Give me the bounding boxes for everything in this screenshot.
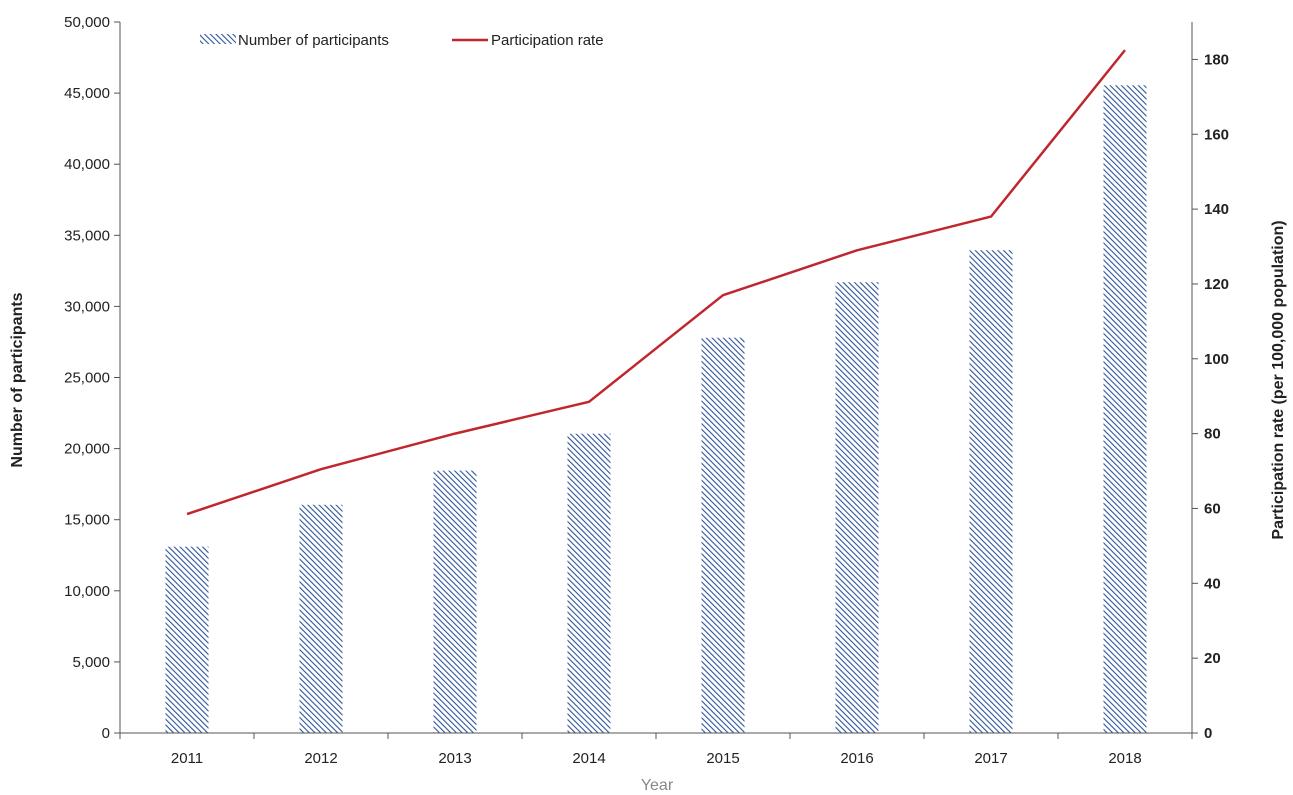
- right-tick-label: 0: [1204, 725, 1212, 742]
- right-tick-label: 140: [1204, 201, 1229, 218]
- right-y-ticks: 0 20 40 60 80 100 120 140 160 180: [1192, 51, 1229, 742]
- x-tick-label: 2015: [706, 750, 739, 767]
- x-tick-label: 2014: [572, 750, 605, 767]
- bar-2014: [567, 433, 611, 733]
- legend-bar-label: Number of participants: [238, 32, 389, 49]
- y-axis-right-title: Participation rate (per 100,000 populati…: [1270, 220, 1287, 539]
- right-tick-label: 180: [1204, 51, 1229, 68]
- bar-2015: [701, 337, 745, 733]
- left-tick-label: 10,000: [64, 583, 110, 600]
- left-tick-label: 20,000: [64, 441, 110, 458]
- bar-2011: [165, 546, 209, 733]
- x-tick-label: 2012: [304, 750, 337, 767]
- right-tick-label: 60: [1204, 500, 1221, 517]
- bar-series: [165, 85, 1147, 734]
- x-tick-label: 2016: [840, 750, 873, 767]
- left-tick-label: 30,000: [64, 298, 110, 315]
- right-tick-label: 120: [1204, 276, 1229, 293]
- left-tick-label: 50,000: [64, 14, 110, 31]
- legend-line-label: Participation rate: [491, 32, 604, 49]
- bar-2016: [835, 282, 879, 733]
- bar-2013: [433, 470, 477, 733]
- right-tick-label: 40: [1204, 575, 1221, 592]
- x-tick-label: 2017: [974, 750, 1007, 767]
- right-tick-label: 20: [1204, 650, 1221, 667]
- left-y-ticks: 0 5,000 10,000 15,000 20,000 25,000 30,000 35,0…: [64, 14, 120, 742]
- bar-2018: [1103, 85, 1147, 734]
- right-tick-label: 100: [1204, 351, 1229, 368]
- bar-2012: [299, 504, 343, 733]
- left-tick-label: 35,000: [64, 227, 110, 244]
- right-tick-label: 80: [1204, 426, 1221, 443]
- left-tick-label: 40,000: [64, 156, 110, 173]
- left-tick-label: 15,000: [64, 512, 110, 529]
- left-tick-label: 25,000: [64, 370, 110, 387]
- left-tick-label: 5,000: [72, 654, 110, 671]
- axes: [119, 22, 1193, 734]
- right-tick-label: 160: [1204, 126, 1229, 143]
- participation-rate-line: [186, 49, 1126, 516]
- left-tick-label: 0: [102, 725, 110, 742]
- line-series: [186, 49, 1126, 516]
- left-tick-label: 45,000: [64, 85, 110, 102]
- legend-bar-swatch: [200, 34, 236, 44]
- bar-2017: [969, 250, 1013, 733]
- legend: Number of participants Participation rat…: [200, 32, 604, 49]
- x-tick-label: 2013: [438, 750, 471, 767]
- y-axis-left-title: Number of participants: [9, 292, 26, 467]
- x-axis-title: Year: [641, 777, 674, 794]
- x-tick-label: 2011: [171, 750, 203, 767]
- x-ticks: 2011 2012 2013 2014 2015 2016 2017 2018: [119, 733, 1193, 767]
- x-tick-label: 2018: [1108, 750, 1141, 767]
